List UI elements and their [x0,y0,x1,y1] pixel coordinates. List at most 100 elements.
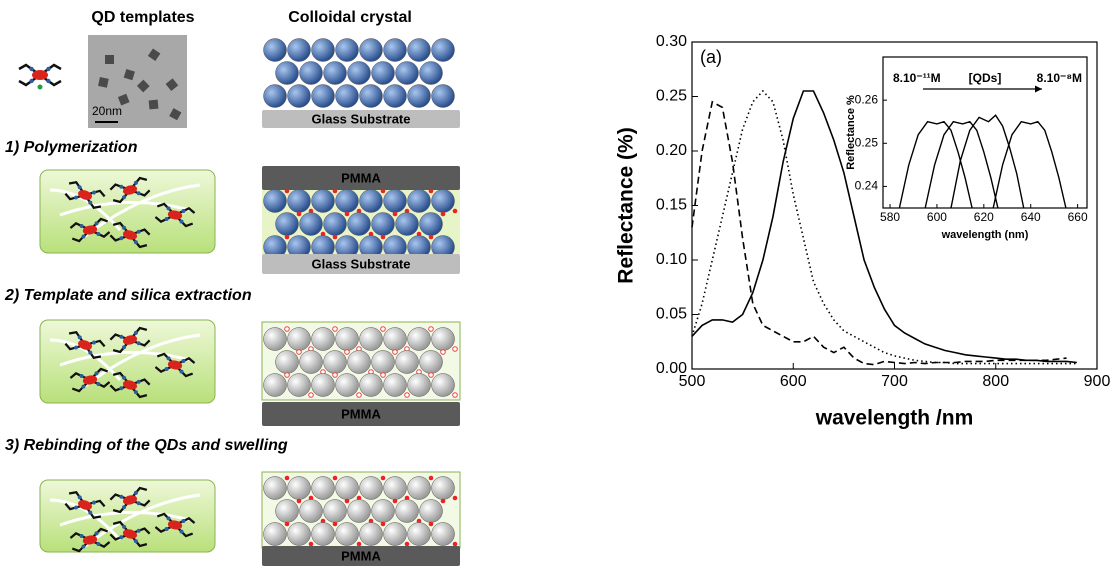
tem-particle [149,100,159,110]
qd-dot [333,373,338,378]
silica-sphere [384,39,407,62]
annotation: 8.10⁻¹¹M [893,71,941,85]
x-tick-label: 900 [1084,373,1111,390]
x-tick-label: 640 [1021,210,1041,224]
y-tick-label: 0.05 [656,306,687,323]
silica-sphere [348,213,371,236]
qd-dot [429,476,434,481]
silica-sphere [300,62,323,85]
qd-dot [333,327,338,332]
tem-particle [98,77,109,88]
silica-sphere [372,62,395,85]
qd-dot [453,347,458,352]
silica-sphere [432,190,455,213]
step-label: 2) Template and silica extraction [4,287,252,304]
scale-bar-label: 20nm [92,104,122,118]
x-tick-label: 800 [982,373,1009,390]
silica-sphere [288,190,311,213]
silica-sphere [264,328,287,351]
qd-dot [285,235,290,240]
silica-sphere [360,39,383,62]
y-tick-label: 0.00 [656,360,687,377]
silica-sphere [372,500,395,523]
silica-sphere [384,374,407,397]
qd-dot [285,373,290,378]
slab-label: PMMA [341,406,381,421]
silica-sphere [360,328,383,351]
y-tick-label: 0.25 [855,135,879,149]
qd-dot [453,209,458,214]
qd-dot [429,373,434,378]
header: QD templates [91,9,194,26]
silica-sphere [384,328,407,351]
silica-sphere [396,213,419,236]
x-tick-label: 600 [780,373,807,390]
ligand-node [29,67,33,71]
silica-sphere [336,328,359,351]
silica-sphere [264,85,287,108]
qd-dot [381,373,386,378]
qd-dot [333,235,338,240]
silica-sphere [336,523,359,546]
qd-dot [285,476,290,481]
slab-label: PMMA [341,170,381,185]
silica-sphere [336,374,359,397]
silica-sphere [420,351,443,374]
silica-sphere [420,500,443,523]
silica-sphere [288,39,311,62]
silica-sphere [264,523,287,546]
qd-dot [297,499,302,504]
ligand-node [46,67,50,71]
slab-label: PMMA [341,548,381,563]
silica-sphere [336,85,359,108]
silica-sphere [312,374,335,397]
ligand-node [46,79,50,83]
x-tick-label: 660 [1068,210,1088,224]
silica-sphere [324,62,347,85]
qd-dot [453,393,458,398]
silica-sphere [300,351,323,374]
silica-sphere [372,351,395,374]
quantum-dot [32,70,48,80]
silica-sphere [300,213,323,236]
silica-sphere [312,477,335,500]
qd-dot [309,542,314,547]
annotation: [QDs] [969,71,1002,85]
qd-dot [345,212,350,217]
silica-sphere [312,39,335,62]
qd-dot [441,212,446,217]
silica-sphere [408,374,431,397]
silica-sphere [336,477,359,500]
silica-sphere [384,523,407,546]
silica-sphere [384,85,407,108]
y-tick-label: 0.30 [656,33,687,50]
silica-sphere [276,351,299,374]
silica-sphere [312,328,335,351]
silica-sphere [264,39,287,62]
y-axis-label: Reflectance (%) [615,127,638,283]
qd-dot [285,522,290,527]
qd-dot [381,522,386,527]
qd-dot [381,235,386,240]
x-tick-label: 700 [881,373,908,390]
silica-sphere [288,328,311,351]
qd-dot [333,522,338,527]
silica-sphere [312,523,335,546]
qd-dot [333,476,338,481]
qd-dot [357,542,362,547]
ligand-node [29,79,33,83]
qd-dot [297,350,302,355]
silica-sphere [396,500,419,523]
qd-dot [429,327,434,332]
qd-dot [405,393,410,398]
silica-sphere [420,213,443,236]
silica-sphere [312,190,335,213]
silica-sphere [276,500,299,523]
silica-sphere [432,39,455,62]
silica-sphere [336,190,359,213]
silica-sphere [360,374,383,397]
silica-sphere [408,190,431,213]
qd-dot [297,212,302,217]
silica-sphere [360,523,383,546]
y-tick-label: 0.25 [656,88,687,105]
